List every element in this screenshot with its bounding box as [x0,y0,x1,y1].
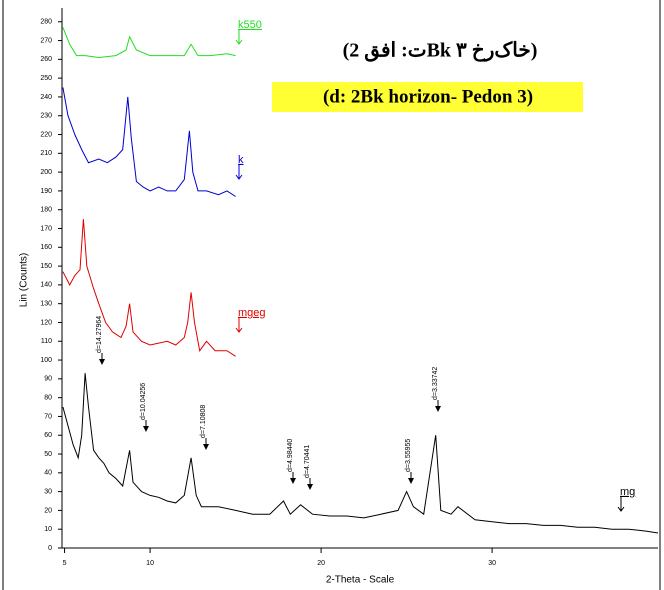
y-tick-label: 250 [40,75,52,82]
peak-label: d=4.98440 [287,439,294,472]
peak-arrow-head [408,478,414,484]
y-tick-label: 130 [40,301,52,308]
y-tick-label: 40 [44,470,52,477]
y-tick-label: 100 [40,357,52,364]
peak-arrow-head [435,406,441,412]
series-label-arrow [235,165,243,180]
y-tick-label: 260 [40,56,52,63]
y-tick-label: 90 [44,376,52,383]
y-tick-label: 0 [48,545,52,552]
x-tick-label: 20 [317,560,325,567]
x-axis-label: 2-Theta - Scale [326,575,395,586]
peak-label: d=4.70441 [304,445,311,478]
y-tick-label: 210 [40,150,52,157]
y-tick-label: 50 [44,451,52,458]
y-tick-label: 70 [44,413,52,420]
series-label-arrow [235,30,243,45]
series-label: mgeg [238,307,266,319]
peak-label: d=3.33742 [432,367,439,400]
chart-title: (ت: افق 2Bk خاک‌رخ ۳) [343,40,538,63]
y-tick-label: 270 [40,37,52,44]
y-tick-label: 30 [44,488,52,495]
series-line [62,373,659,534]
y-tick-label: 20 [44,507,52,514]
series-line [62,87,236,197]
peak-label: d=7.10808 [200,405,207,438]
y-tick-label: 140 [40,282,52,289]
y-tick-label: 220 [40,131,52,138]
peak-label: d=3.55955 [405,439,412,472]
series-label: k [238,154,244,166]
peak-arrow-head [203,444,209,450]
peak-arrow-head [99,359,105,365]
y-tick-label: 190 [40,188,52,195]
y-axis-label: Lin (Counts) [19,253,30,307]
y-tick-label: 230 [40,113,52,120]
series-line [62,27,236,59]
x-tick-label: 10 [146,560,154,567]
y-tick-label: 120 [40,319,52,326]
y-tick-label: 280 [40,19,52,26]
y-tick-label: 110 [41,338,52,345]
y-tick-label: 80 [44,394,52,401]
x-tick-label: 5 [63,560,67,567]
series-label: mg [620,486,635,498]
y-tick-label: 180 [40,207,52,214]
y-tick-label: 170 [40,225,52,232]
y-tick-label: 160 [40,244,52,251]
subtitle-highlight [272,82,583,112]
series-label-arrow [617,497,625,512]
chart-subtitle: (d: 2Bk horizon- Pedon 3) [323,86,533,107]
series-label: k550 [238,19,262,31]
series-line [62,219,236,357]
y-tick-label: 150 [40,263,52,270]
peak-arrow-head [290,478,296,484]
x-tick-label: 30 [488,560,496,567]
peak-arrow-head [307,484,313,490]
peak-arrow-head [143,426,149,432]
y-tick-label: 200 [40,169,52,176]
peak-label: d=14.27964 [96,316,103,353]
series-label-arrow [235,318,243,333]
peak-label: d=10.04256 [140,383,147,420]
y-tick-label: 60 [44,432,52,439]
y-tick-label: 240 [40,94,52,101]
y-tick-label: 10 [44,526,52,533]
